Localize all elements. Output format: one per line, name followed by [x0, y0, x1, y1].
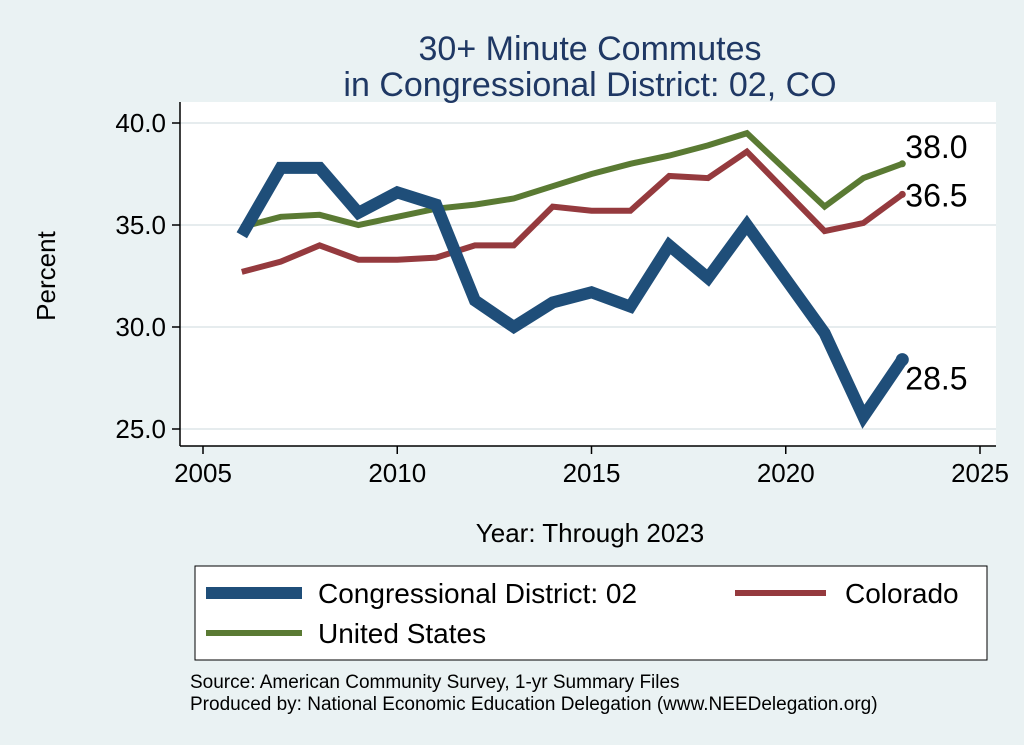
legend-label-district: Congressional District: 02 [318, 578, 637, 609]
plot-area [180, 102, 996, 446]
legend-label-us: United States [318, 618, 486, 649]
series-endpoint-1 [898, 190, 906, 198]
series-group [236, 129, 909, 429]
y-tick-label-1: 30.0 [115, 312, 166, 342]
producer-note: Produced by: National Economic Education… [190, 694, 878, 715]
y-axis-label: Percent [31, 230, 61, 320]
legend-label-colorado: Colorado [845, 578, 959, 609]
end-label-0: 28.5 [905, 361, 967, 397]
x-tick-label-4: 2025 [951, 458, 1009, 488]
series-line-2 [241, 129, 904, 230]
series-line-0 [236, 161, 908, 429]
chart-title-line-1: 30+ Minute Commutes [419, 30, 762, 68]
y-tick-label-3: 40.0 [115, 108, 166, 138]
x-tick-label-0: 2005 [174, 458, 232, 488]
source-note: Source: American Community Survey, 1-yr … [190, 672, 680, 693]
series-endpoint-2 [898, 160, 906, 168]
series-line-1 [241, 147, 905, 275]
x-tick-label-3: 2020 [757, 458, 815, 488]
x-tick-label-1: 2010 [368, 458, 426, 488]
end-label-1: 36.5 [905, 177, 967, 213]
y-tick-label-2: 35.0 [115, 210, 166, 240]
y-tick-label-0: 25.0 [115, 414, 166, 444]
chart-title-line-2: in Congressional District: 02, CO [343, 66, 836, 104]
x-axis-label: Year: Through 2023 [476, 518, 704, 548]
x-tick-label-2: 2015 [563, 458, 621, 488]
x-ticks: 2005 2010 2015 2020 2025 [174, 446, 1009, 488]
end-label-2: 38.0 [905, 129, 967, 165]
series-endpoint-0 [895, 353, 909, 367]
legend-box [194, 565, 988, 661]
end-labels: 36.5 38.0 28.5 [905, 129, 967, 397]
y-ticks: 25.0 30.0 35.0 40.0 [115, 108, 180, 444]
